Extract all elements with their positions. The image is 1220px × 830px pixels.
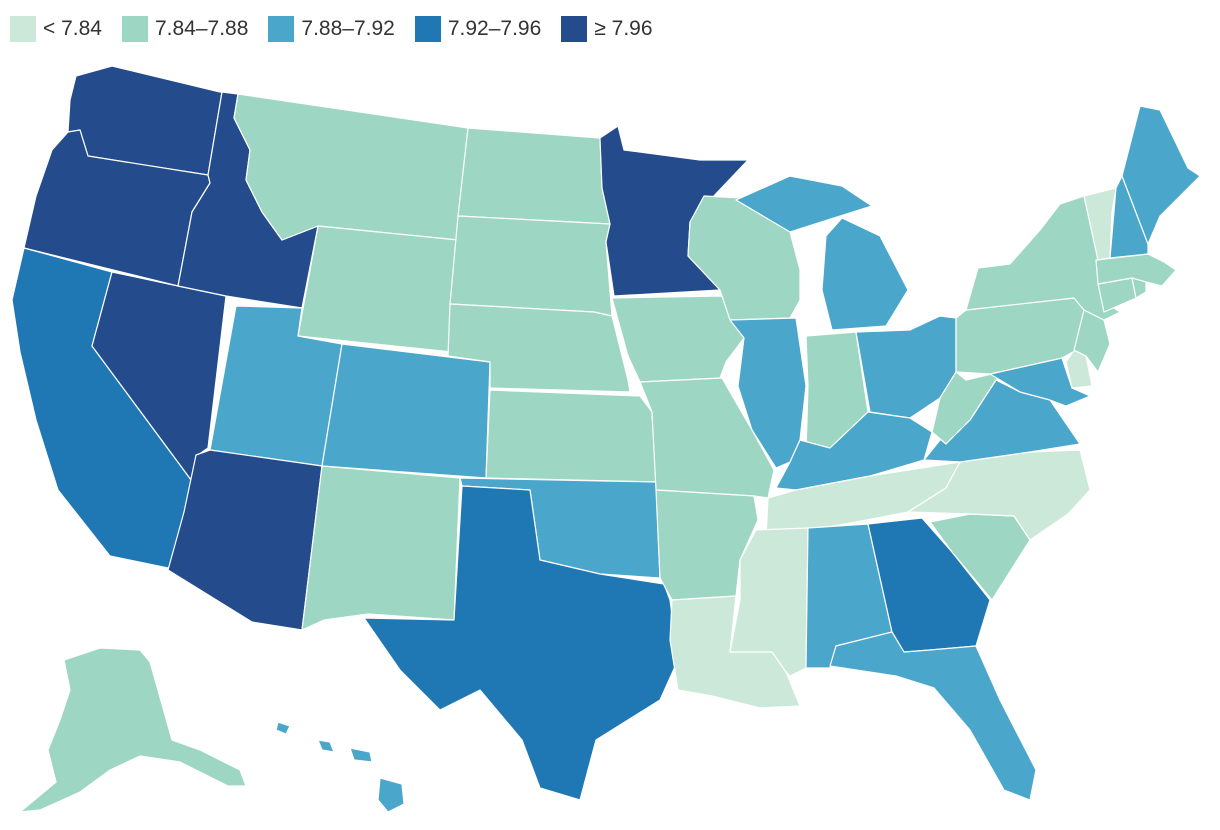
legend-swatch	[268, 16, 295, 42]
state-florida[interactable]	[829, 631, 1037, 801]
legend-item-bin-1: 7.84–7.88	[121, 16, 249, 42]
legend-item-bin-4: ≥ 7.96	[561, 16, 653, 42]
state-vermont[interactable]	[1083, 187, 1117, 261]
state-iowa[interactable]	[611, 295, 745, 383]
map-legend: < 7.84 7.84–7.88 7.88–7.92 7.92–7.96 ≥ 7…	[10, 12, 673, 46]
state-illinois[interactable]	[729, 317, 807, 469]
state-alaska[interactable]	[19, 647, 247, 813]
legend-swatch	[121, 16, 148, 42]
state-north-carolina[interactable]	[907, 449, 1091, 541]
state-kansas[interactable]	[485, 389, 657, 483]
state-nebraska[interactable]	[447, 303, 631, 393]
state-arkansas[interactable]	[655, 489, 759, 601]
state-north-dakota[interactable]	[457, 127, 611, 225]
legend-swatch	[561, 16, 588, 42]
state-massachusetts[interactable]	[1095, 253, 1177, 287]
legend-label: < 7.84	[43, 17, 102, 40]
state-arizona[interactable]	[167, 449, 323, 631]
legend-item-bin-2: 7.88–7.92	[268, 16, 395, 42]
legend-item-bin-0: < 7.84	[10, 16, 102, 42]
legend-label: 7.84–7.88	[154, 17, 249, 40]
legend-label: ≥ 7.96	[594, 17, 653, 40]
state-south-dakota[interactable]	[449, 215, 613, 317]
legend-label: 7.92–7.96	[447, 17, 542, 40]
state-montana[interactable]	[233, 93, 469, 241]
state-new-hampshire[interactable]	[1109, 175, 1149, 259]
legend-label: 7.88–7.92	[301, 17, 395, 40]
state-wisconsin[interactable]	[687, 195, 801, 321]
state-texas[interactable]	[363, 485, 679, 801]
state-maryland[interactable]	[989, 357, 1091, 407]
legend-swatch	[414, 16, 441, 42]
state-maine[interactable]	[1121, 105, 1201, 245]
legend-swatch	[10, 16, 36, 42]
state-colorado[interactable]	[321, 343, 491, 479]
state-new-mexico[interactable]	[301, 465, 461, 631]
state-hawaii[interactable]	[275, 721, 405, 813]
state-michigan[interactable]	[735, 175, 909, 331]
legend-item-bin-3: 7.92–7.96	[414, 16, 542, 42]
state-wyoming[interactable]	[297, 225, 459, 353]
